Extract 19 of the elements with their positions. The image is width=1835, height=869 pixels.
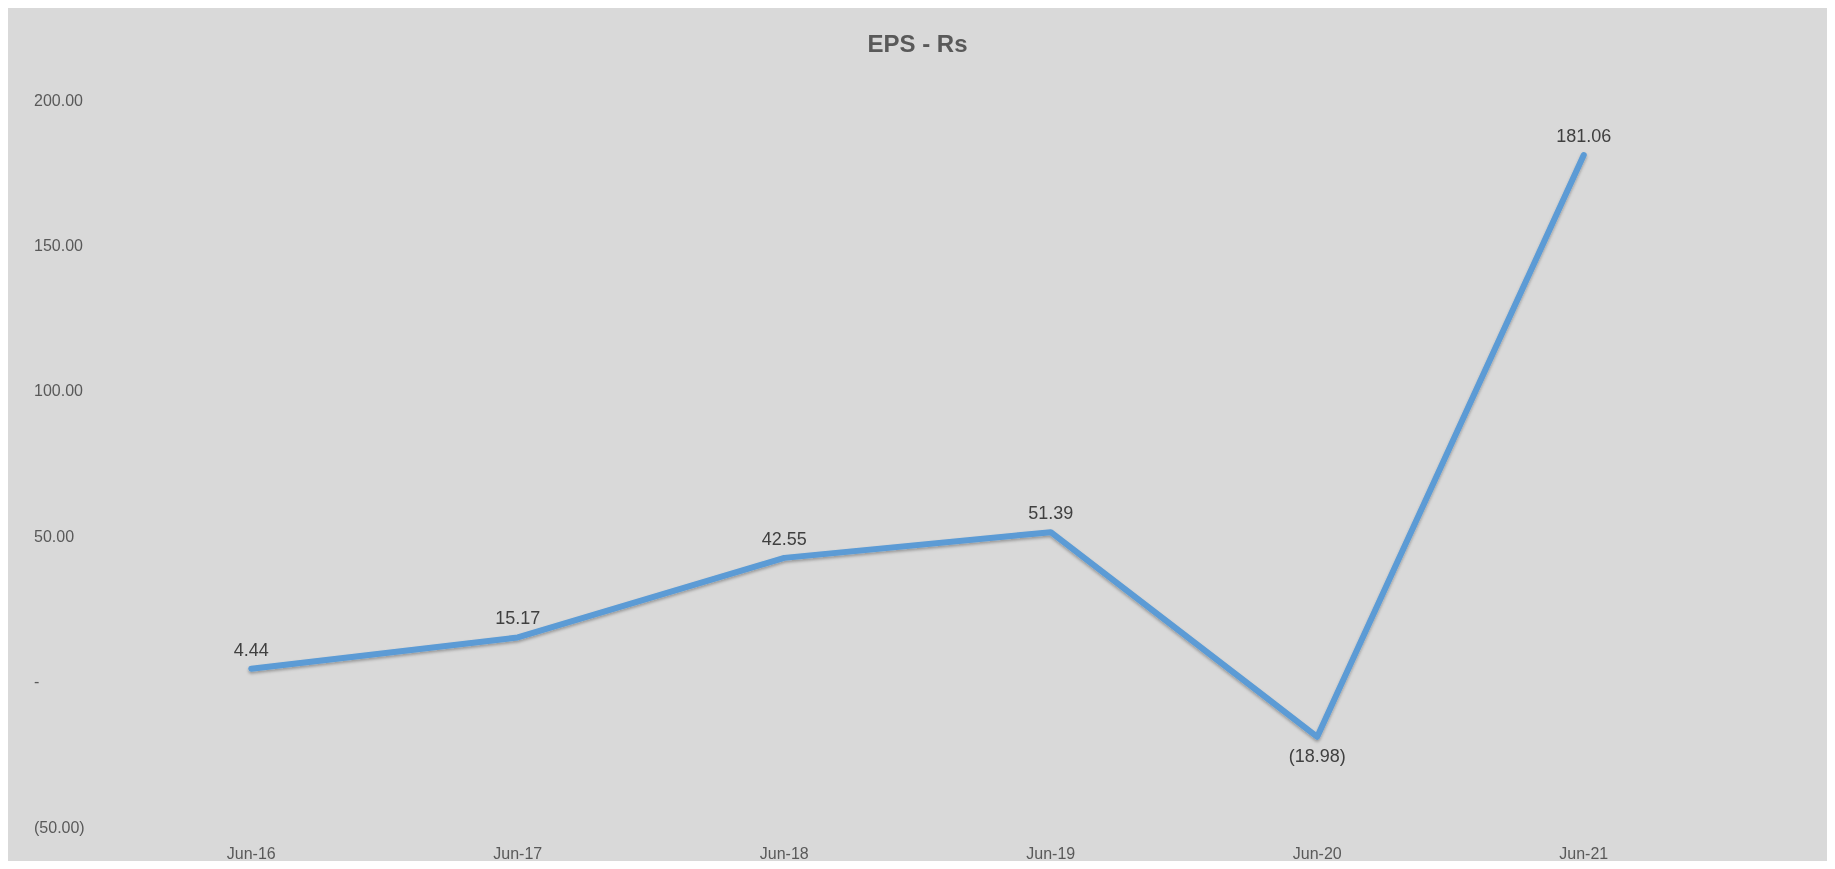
data-label: 51.39 <box>1028 503 1074 524</box>
data-label: 42.55 <box>761 528 807 549</box>
chart-title: EPS - Rs <box>867 29 968 57</box>
y-tick-label: 50.00 <box>34 527 75 545</box>
data-label: 4.44 <box>233 639 269 660</box>
x-tick-label: Jun-19 <box>1026 844 1076 862</box>
data-label: (18.98) <box>1288 745 1346 766</box>
x-tick-label: Jun-17 <box>493 844 543 862</box>
y-tick-label: 200.00 <box>34 91 84 109</box>
y-tick-label: 150.00 <box>34 236 84 254</box>
y-tick-label: (50.00) <box>34 818 85 836</box>
data-label: 181.06 <box>1556 126 1612 147</box>
x-tick-label: Jun-18 <box>759 844 809 862</box>
y-tick-label: - <box>34 673 40 691</box>
x-tick-label: Jun-16 <box>226 844 276 862</box>
x-tick-label: Jun-20 <box>1292 844 1342 862</box>
y-tick-label: 100.00 <box>34 382 84 400</box>
data-label: 15.17 <box>495 608 541 629</box>
x-tick-label: Jun-21 <box>1559 844 1609 862</box>
